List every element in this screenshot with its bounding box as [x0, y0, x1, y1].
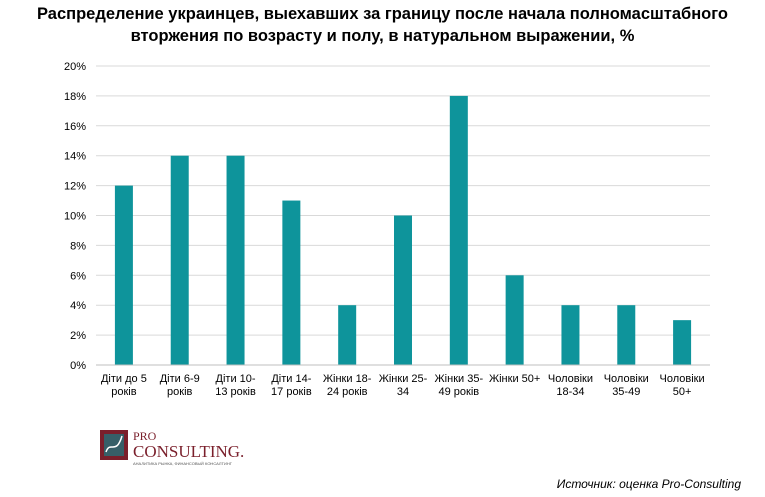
y-axis-tick-labels: 0% 2% 4% 6% 8% 10% 12% 14% 16% 18% 20%: [64, 61, 86, 372]
grid-lines: [96, 65, 710, 336]
x-tick-label: Жінки 18-24 років: [323, 373, 372, 398]
logo-consulting-text: CONSULTING.: [133, 442, 244, 461]
chart-title-line-1: Распределение украинцев, выехавших за гр…: [36, 5, 728, 23]
bar: [617, 305, 636, 365]
chart-title-line-2: вторжения по возрасту и полу, в натураль…: [130, 27, 635, 45]
x-tick-label: Жінки 50+: [489, 373, 540, 385]
x-tick-label: Чоловіки 50+: [660, 373, 705, 398]
bar: [114, 185, 133, 365]
y-tick-label: 18%: [64, 91, 86, 103]
y-tick-label: 2%: [70, 330, 86, 342]
bar: [449, 95, 468, 366]
x-tick-label: Чоловіки 18-34: [548, 373, 593, 398]
bar: [170, 155, 189, 365]
x-axis-tick-labels: Діти до 5 років Діти 6-9 років Діти 10-13 ро…: [101, 373, 705, 398]
x-tick-label: Діти до 5 років: [101, 373, 147, 398]
x-tick-label: Чоловіки 35-49: [604, 373, 649, 398]
bar: [394, 215, 412, 365]
bar: [505, 275, 524, 365]
x-tick-label: Діти 14-17 років: [271, 373, 312, 398]
x-tick-label: Жінки 25-34: [379, 373, 428, 398]
y-tick-label: 12%: [64, 181, 86, 193]
y-tick-label: 6%: [70, 270, 86, 282]
y-tick-label: 16%: [64, 121, 86, 133]
bar: [282, 200, 301, 365]
pro-consulting-logo: PRO CONSULTING. АНАЛИТИКА РЫНКА, ФИНАНСО…: [100, 428, 260, 468]
x-tick-label: Жінки 35-49 років: [435, 373, 484, 398]
y-tick-label: 0%: [70, 360, 86, 372]
x-tick-label: Діти 6-9 років: [160, 373, 200, 398]
bar: [226, 155, 245, 365]
y-tick-label: 14%: [64, 151, 86, 163]
y-tick-label: 10%: [64, 211, 86, 223]
bar: [561, 305, 580, 365]
bar: [673, 320, 692, 365]
bar: [338, 305, 357, 365]
bars: [114, 95, 692, 366]
x-tick-label: Діти 10-13 років: [215, 373, 256, 398]
bar-chart: 0% 2% 4% 6% 8% 10% 12% 14% 16% 18% 20% Діти до 5 ро…: [64, 61, 710, 398]
logo-tagline-text: АНАЛИТИКА РЫНКА, ФИНАНСОВЫЙ КОНСАЛТИНГ: [133, 461, 233, 466]
y-tick-label: 8%: [70, 240, 86, 252]
y-tick-label: 4%: [70, 300, 86, 312]
chart-title: Распределение украинцев, выехавших за гр…: [0, 3, 765, 47]
logo-pro-text: PRO: [133, 429, 157, 443]
y-tick-label: 20%: [64, 61, 86, 73]
source-note: Источник: оценка Pro-Consulting: [556, 477, 741, 491]
